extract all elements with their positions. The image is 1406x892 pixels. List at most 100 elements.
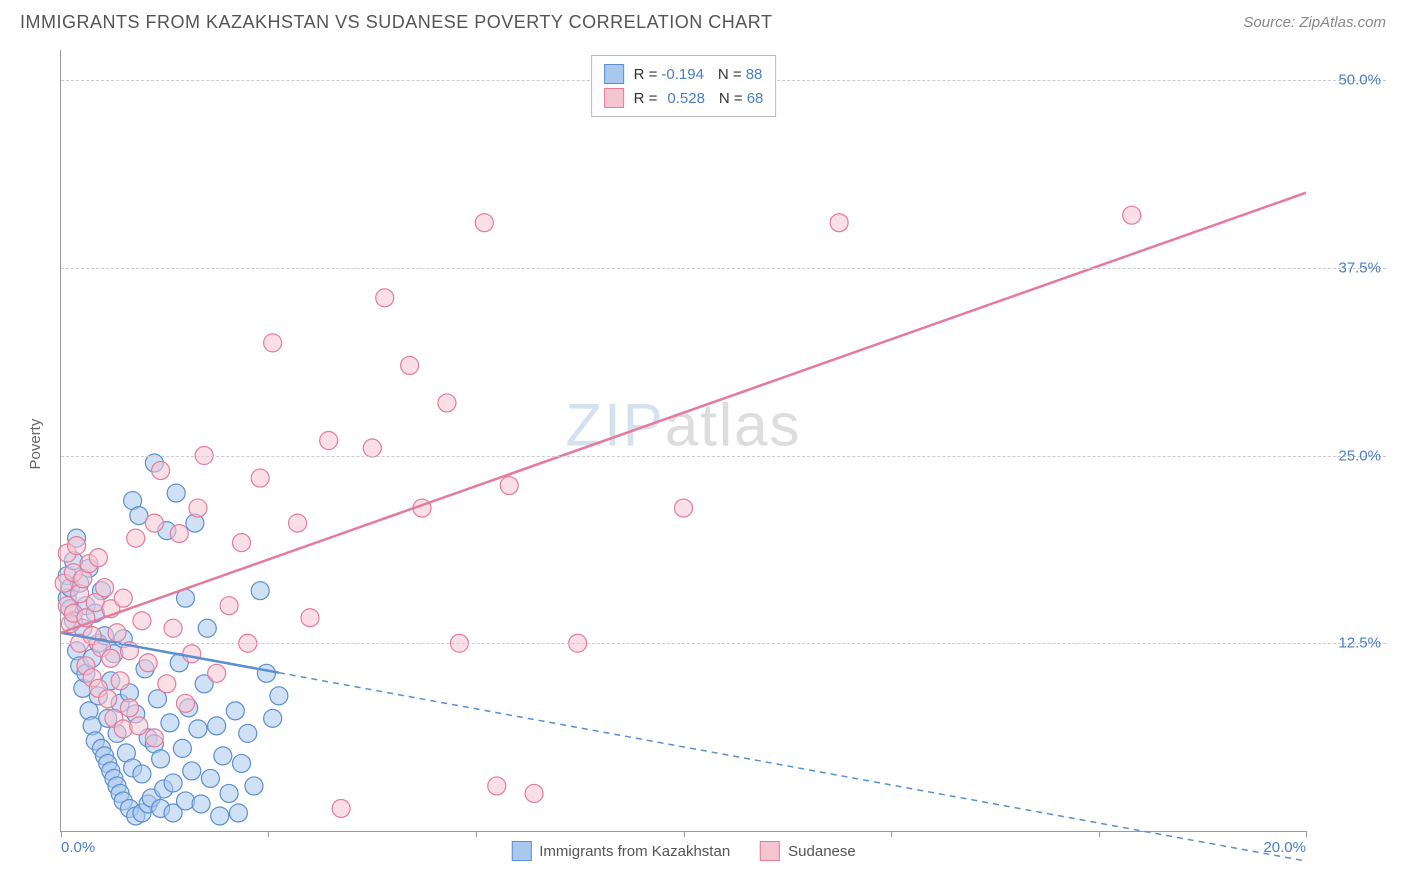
data-point[interactable] [229,804,247,822]
trend-line-extrapolated [279,673,1306,861]
source-prefix: Source: [1243,14,1299,31]
y-tick-label: 37.5% [1338,259,1381,276]
data-point[interactable] [183,645,201,663]
data-point[interactable] [145,514,163,532]
legend-label: Immigrants from Kazakhstan [539,843,730,860]
data-point[interactable] [264,709,282,727]
data-point[interactable] [475,214,493,232]
data-point[interactable] [192,795,210,813]
r-label: R = [634,90,658,107]
data-point[interactable] [363,439,381,457]
legend-swatch-kazakhstan [604,64,624,84]
data-point[interactable] [161,714,179,732]
legend-item-sudanese[interactable]: Sudanese [760,841,856,861]
data-point[interactable] [102,649,120,667]
data-point[interactable] [500,477,518,495]
data-point[interactable] [152,462,170,480]
data-point[interactable] [220,597,238,615]
data-point[interactable] [99,690,117,708]
data-point[interactable] [189,499,207,517]
source-link[interactable]: ZipAtlas.com [1299,14,1386,31]
y-tick-label: 50.0% [1338,72,1381,89]
x-tick-mark [61,831,62,837]
x-tick-mark [891,831,892,837]
data-point[interactable] [208,717,226,735]
data-point[interactable] [270,687,288,705]
data-point[interactable] [438,394,456,412]
trend-line [61,193,1306,633]
data-point[interactable] [167,484,185,502]
data-point[interactable] [152,750,170,768]
n-value-2: 68 [747,90,764,107]
data-point[interactable] [830,214,848,232]
data-point[interactable] [164,774,182,792]
r-value-2: 0.528 [667,90,705,107]
data-point[interactable] [251,582,269,600]
plot-area: ZIPatlas R =-0.194N =88 R =0.528N =68 Im… [60,50,1306,832]
data-point[interactable] [189,720,207,738]
data-point[interactable] [114,720,132,738]
data-point[interactable] [257,664,275,682]
data-point[interactable] [245,777,263,795]
data-point[interactable] [130,717,148,735]
y-tick-label: 12.5% [1338,635,1381,652]
legend-bottom: Immigrants from Kazakhstan Sudanese [511,841,855,861]
x-tick-mark [1306,831,1307,837]
grid-line [61,268,1386,269]
data-point[interactable] [226,702,244,720]
legend-item-kazakhstan[interactable]: Immigrants from Kazakhstan [511,841,730,861]
data-point[interactable] [201,769,219,787]
data-point[interactable] [198,619,216,637]
legend-stats-row-2: R =0.528N =68 [604,86,764,110]
data-point[interactable] [208,664,226,682]
header-bar: IMMIGRANTS FROM KAZAKHSTAN VS SUDANESE P… [0,0,1406,41]
n-label: N = [718,66,742,83]
data-point[interactable] [251,469,269,487]
x-tick-mark [268,831,269,837]
data-point[interactable] [145,729,163,747]
data-point[interactable] [332,799,350,817]
data-point[interactable] [488,777,506,795]
data-point[interactable] [158,675,176,693]
data-point[interactable] [173,739,191,757]
data-point[interactable] [376,289,394,307]
data-point[interactable] [301,609,319,627]
data-point[interactable] [183,762,201,780]
data-point[interactable] [108,624,126,642]
data-point[interactable] [264,334,282,352]
data-point[interactable] [133,612,151,630]
data-point[interactable] [114,589,132,607]
data-point[interactable] [89,549,107,567]
data-point[interactable] [525,784,543,802]
legend-swatch-icon [760,841,780,861]
data-point[interactable] [214,747,232,765]
data-point[interactable] [220,784,238,802]
data-point[interactable] [211,807,229,825]
data-point[interactable] [177,694,195,712]
data-point[interactable] [164,619,182,637]
data-point[interactable] [233,754,251,772]
x-tick-mark [684,831,685,837]
data-point[interactable] [1123,206,1141,224]
data-point[interactable] [320,432,338,450]
legend-stats-box: R =-0.194N =88 R =0.528N =68 [591,55,777,117]
data-point[interactable] [177,792,195,810]
data-point[interactable] [120,699,138,717]
data-point[interactable] [68,537,86,555]
data-point[interactable] [133,765,151,783]
data-point[interactable] [401,356,419,374]
data-point[interactable] [139,654,157,672]
data-point[interactable] [233,534,251,552]
data-point[interactable] [127,529,145,547]
chart-container: Poverty ZIPatlas R =-0.194N =88 R =0.528… [20,50,1386,872]
data-point[interactable] [239,724,257,742]
data-point[interactable] [170,525,188,543]
data-point[interactable] [675,499,693,517]
data-point[interactable] [111,672,129,690]
scatter-plot-svg [61,50,1306,831]
data-point[interactable] [96,579,114,597]
x-tick-label: 20.0% [1263,839,1306,856]
legend-swatch-sudanese [604,88,624,108]
data-point[interactable] [289,514,307,532]
x-tick-mark [1099,831,1100,837]
